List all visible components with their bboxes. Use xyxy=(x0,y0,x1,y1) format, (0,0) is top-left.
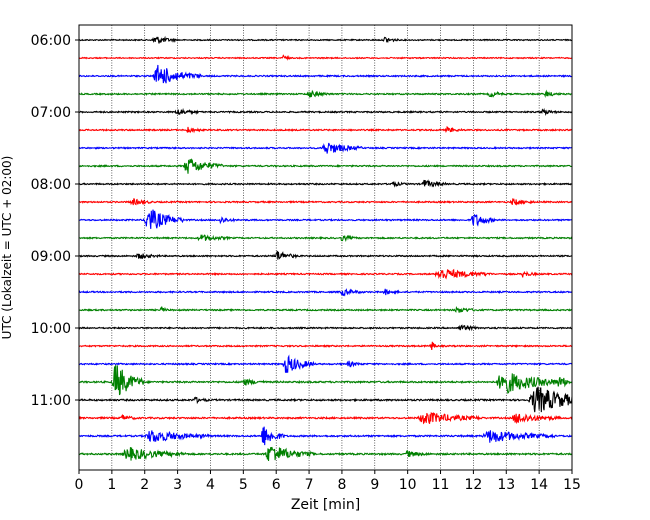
trace-0730 xyxy=(78,142,573,154)
y-tick-label-0700: 07:00 xyxy=(31,105,71,121)
trace-0815 xyxy=(78,198,573,206)
trace-0830 xyxy=(78,209,573,229)
trace-0900 xyxy=(78,250,573,260)
trace-layer xyxy=(78,35,573,462)
x-tick-label-0: 0 xyxy=(75,477,84,493)
x-axis-label: Zeit [min] xyxy=(291,497,360,513)
trace-0915 xyxy=(78,268,573,280)
trace-1030 xyxy=(78,354,573,373)
y-tick-label-0800: 08:00 xyxy=(31,177,71,193)
trace-0645 xyxy=(78,89,573,98)
trace-1130 xyxy=(78,426,573,446)
x-tick-label-5: 5 xyxy=(239,477,248,493)
trace-1045 xyxy=(78,365,573,396)
trace-0600 xyxy=(78,35,573,44)
trace-0700 xyxy=(78,107,573,117)
x-tick-label-13: 13 xyxy=(497,477,515,493)
trace-0945 xyxy=(78,306,573,313)
trace-1000 xyxy=(78,324,573,332)
trace-1145 xyxy=(78,446,573,462)
y-tick-label-0900: 09:00 xyxy=(31,249,71,265)
grid-layer xyxy=(111,25,540,470)
x-tick-label-8: 8 xyxy=(337,477,346,493)
trace-0745 xyxy=(78,158,573,174)
trace-0630 xyxy=(78,64,573,84)
trace-0845 xyxy=(78,234,573,242)
trace-0800 xyxy=(78,179,573,188)
trace-0615 xyxy=(78,54,573,61)
x-tick-label-6: 6 xyxy=(272,477,281,493)
x-axis-ticks: 0 1 2 3 4 5 6 7 8 9 10 11 12 13 14 15 xyxy=(75,470,581,493)
x-tick-label-9: 9 xyxy=(370,477,379,493)
trace-1100 xyxy=(78,386,573,413)
trace-1115 xyxy=(78,412,573,425)
x-tick-label-7: 7 xyxy=(305,477,314,493)
x-tick-label-10: 10 xyxy=(399,477,417,493)
trace-0715 xyxy=(78,125,573,134)
y-axis-label: UTC (Lokalzeit = UTC + 02:00) xyxy=(0,156,14,340)
x-tick-label-11: 11 xyxy=(432,477,450,493)
x-tick-label-2: 2 xyxy=(140,477,149,493)
y-tick-label-1000: 10:00 xyxy=(31,321,71,337)
x-tick-label-1: 1 xyxy=(107,477,116,493)
trace-1015 xyxy=(78,341,573,351)
x-tick-label-14: 14 xyxy=(530,477,548,493)
trace-0930 xyxy=(78,288,573,297)
plot-frame xyxy=(78,24,573,471)
y-axis-ticks: 06:00 07:00 08:00 09:00 10:00 11:00 xyxy=(31,33,79,409)
y-tick-label-1100: 11:00 xyxy=(31,393,71,409)
x-tick-label-12: 12 xyxy=(464,477,482,493)
x-tick-label-4: 4 xyxy=(206,477,215,493)
x-tick-label-3: 3 xyxy=(173,477,182,493)
y-tick-label-0600: 06:00 xyxy=(31,33,71,49)
x-tick-label-15: 15 xyxy=(563,477,581,493)
